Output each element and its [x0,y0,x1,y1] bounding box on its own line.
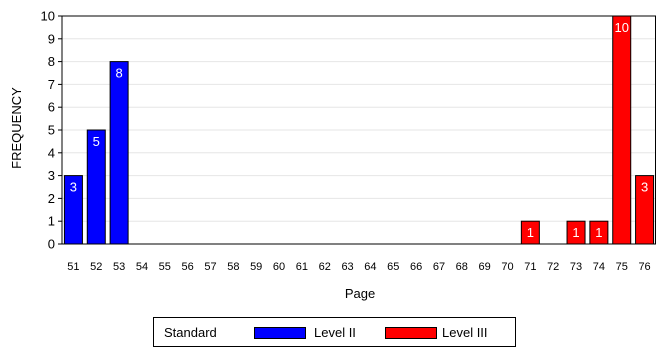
x-tick-label: 74 [593,261,605,273]
y-tick-labels: 0 1 2 3 4 5 6 7 8 9 10 [41,9,55,252]
x-tick-label: 55 [159,261,171,273]
data-label: 3 [70,180,77,195]
bar [635,175,655,245]
bar [589,220,609,245]
x-tick-label: 62 [319,261,331,273]
x-tick-label: 75 [616,261,628,273]
y-tick-label: 8 [48,54,55,69]
x-axis-title: Page [345,286,375,301]
y-tick-label: 7 [48,77,55,92]
legend-swatch-level-iii [385,327,437,339]
y-tick-label: 9 [48,31,55,46]
bar [566,220,586,245]
x-tick-label: 60 [273,261,285,273]
y-tick-label: 3 [48,168,55,183]
data-label: 1 [572,225,579,240]
bars [63,15,655,245]
y-tick-label: 10 [41,9,55,24]
data-label: 8 [115,66,122,81]
x-tick-label: 65 [387,261,399,273]
y-tick-label: 1 [48,214,55,229]
bar [109,61,129,245]
x-tick-labels: 51 52 53 54 55 56 57 58 59 60 61 62 63 64 65 66 67 68 69 70… [67,261,650,273]
legend-title: Standard [164,325,217,340]
data-label: 3 [641,180,648,195]
data-label: 10 [614,20,628,35]
x-tick-label: 66 [410,261,422,273]
data-label: 1 [527,225,534,240]
x-tick-label: 67 [433,261,445,273]
bar [63,175,83,245]
y-tick-label: 0 [48,237,55,252]
x-tick-label: 76 [638,261,650,273]
legend: Standard Level II Level III [153,317,516,347]
x-tick-label: 51 [67,261,79,273]
bar [520,220,540,245]
x-tick-label: 61 [296,261,308,273]
legend-label-level-ii: Level II [314,325,356,340]
x-tick-label: 56 [182,261,194,273]
y-tick-label: 6 [48,100,55,115]
x-tick-label: 57 [204,261,216,273]
bar [612,15,632,245]
gridlines [62,15,656,222]
bar [86,129,106,245]
y-tick-label: 4 [48,145,55,160]
x-tick-label: 72 [547,261,559,273]
x-tick-label: 70 [501,261,513,273]
data-label: 1 [595,225,602,240]
x-tick-label: 69 [479,261,491,273]
x-tick-label: 73 [570,261,582,273]
data-label: 5 [93,134,100,149]
x-tick-label: 54 [136,261,148,273]
x-tick-label: 53 [113,261,125,273]
legend-label-level-iii: Level III [442,325,488,340]
y-tick-label: 5 [48,123,55,138]
x-tick-label: 59 [250,261,262,273]
legend-swatch-level-ii [254,327,306,339]
y-tick-label: 2 [48,191,55,206]
x-tick-label: 63 [341,261,353,273]
x-tick-label: 68 [456,261,468,273]
x-tick-label: 52 [90,261,102,273]
y-axis-title: FREQUENCY [9,87,24,169]
x-tick-label: 58 [227,261,239,273]
x-tick-label: 64 [364,261,376,273]
x-tick-label: 71 [524,261,536,273]
